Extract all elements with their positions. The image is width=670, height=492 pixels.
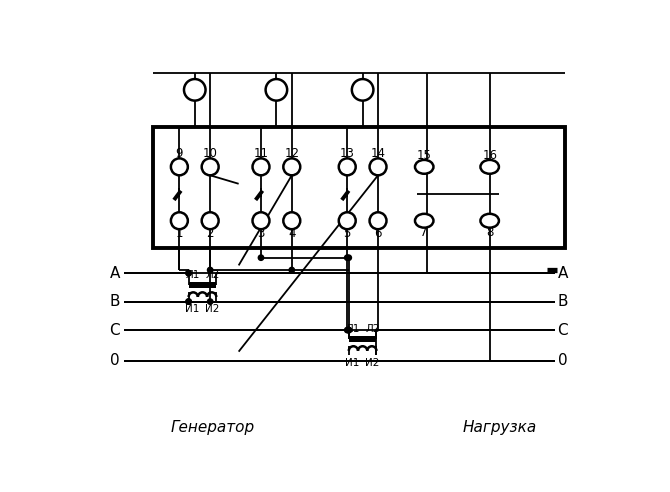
Text: Л2: Л2: [365, 324, 380, 334]
Circle shape: [186, 271, 192, 276]
Text: A: A: [557, 266, 568, 280]
Text: C: C: [557, 323, 568, 338]
Ellipse shape: [480, 160, 499, 174]
Circle shape: [370, 212, 387, 229]
Text: Генератор: Генератор: [170, 420, 254, 434]
Bar: [189, 282, 216, 288]
Circle shape: [171, 158, 188, 175]
Circle shape: [202, 158, 218, 175]
Text: И1: И1: [346, 358, 360, 368]
Text: 8: 8: [486, 226, 493, 239]
Circle shape: [346, 327, 352, 333]
Text: 10: 10: [203, 147, 218, 160]
Circle shape: [186, 299, 192, 304]
Ellipse shape: [415, 160, 433, 174]
Text: 6: 6: [375, 227, 382, 240]
Text: C: C: [109, 323, 120, 338]
Text: 11: 11: [253, 147, 269, 160]
Circle shape: [202, 212, 218, 229]
Text: И1: И1: [186, 304, 200, 314]
Circle shape: [344, 255, 350, 260]
Circle shape: [289, 267, 295, 273]
Bar: [349, 336, 377, 341]
Text: Л2: Л2: [205, 271, 220, 280]
Circle shape: [259, 255, 264, 260]
Circle shape: [346, 327, 352, 333]
Circle shape: [253, 212, 269, 229]
Circle shape: [208, 299, 213, 304]
Circle shape: [184, 79, 206, 101]
Text: 1: 1: [176, 227, 183, 240]
Text: Л1: Л1: [186, 271, 200, 280]
Circle shape: [346, 327, 352, 333]
Circle shape: [352, 79, 373, 101]
Ellipse shape: [415, 214, 433, 228]
Text: И2: И2: [365, 358, 380, 368]
Text: 4: 4: [288, 227, 295, 240]
Circle shape: [339, 212, 356, 229]
Bar: [153, 127, 565, 248]
Ellipse shape: [480, 214, 499, 228]
Text: A: A: [109, 266, 120, 280]
Text: 9: 9: [176, 147, 183, 160]
Circle shape: [283, 212, 300, 229]
Circle shape: [346, 255, 352, 260]
Circle shape: [344, 327, 350, 333]
Text: B: B: [109, 294, 120, 309]
Circle shape: [186, 299, 192, 304]
Text: И2: И2: [205, 304, 220, 314]
Circle shape: [253, 158, 269, 175]
Text: Л1: Л1: [346, 324, 360, 334]
Text: Нагрузка: Нагрузка: [463, 420, 537, 434]
Text: 12: 12: [284, 147, 299, 160]
Text: 13: 13: [340, 147, 354, 160]
Text: 7: 7: [421, 226, 428, 239]
Circle shape: [208, 267, 213, 273]
Text: 16: 16: [482, 149, 497, 162]
Text: 14: 14: [371, 147, 385, 160]
Circle shape: [370, 158, 387, 175]
Text: 0: 0: [558, 353, 567, 369]
Text: B: B: [557, 294, 568, 309]
Circle shape: [186, 271, 192, 276]
Circle shape: [265, 79, 287, 101]
Circle shape: [339, 158, 356, 175]
Text: 3: 3: [257, 227, 265, 240]
Circle shape: [171, 212, 188, 229]
Text: 5: 5: [344, 227, 351, 240]
Text: 15: 15: [417, 149, 431, 162]
Circle shape: [283, 158, 300, 175]
Text: 0: 0: [110, 353, 119, 369]
Text: 2: 2: [206, 227, 214, 240]
